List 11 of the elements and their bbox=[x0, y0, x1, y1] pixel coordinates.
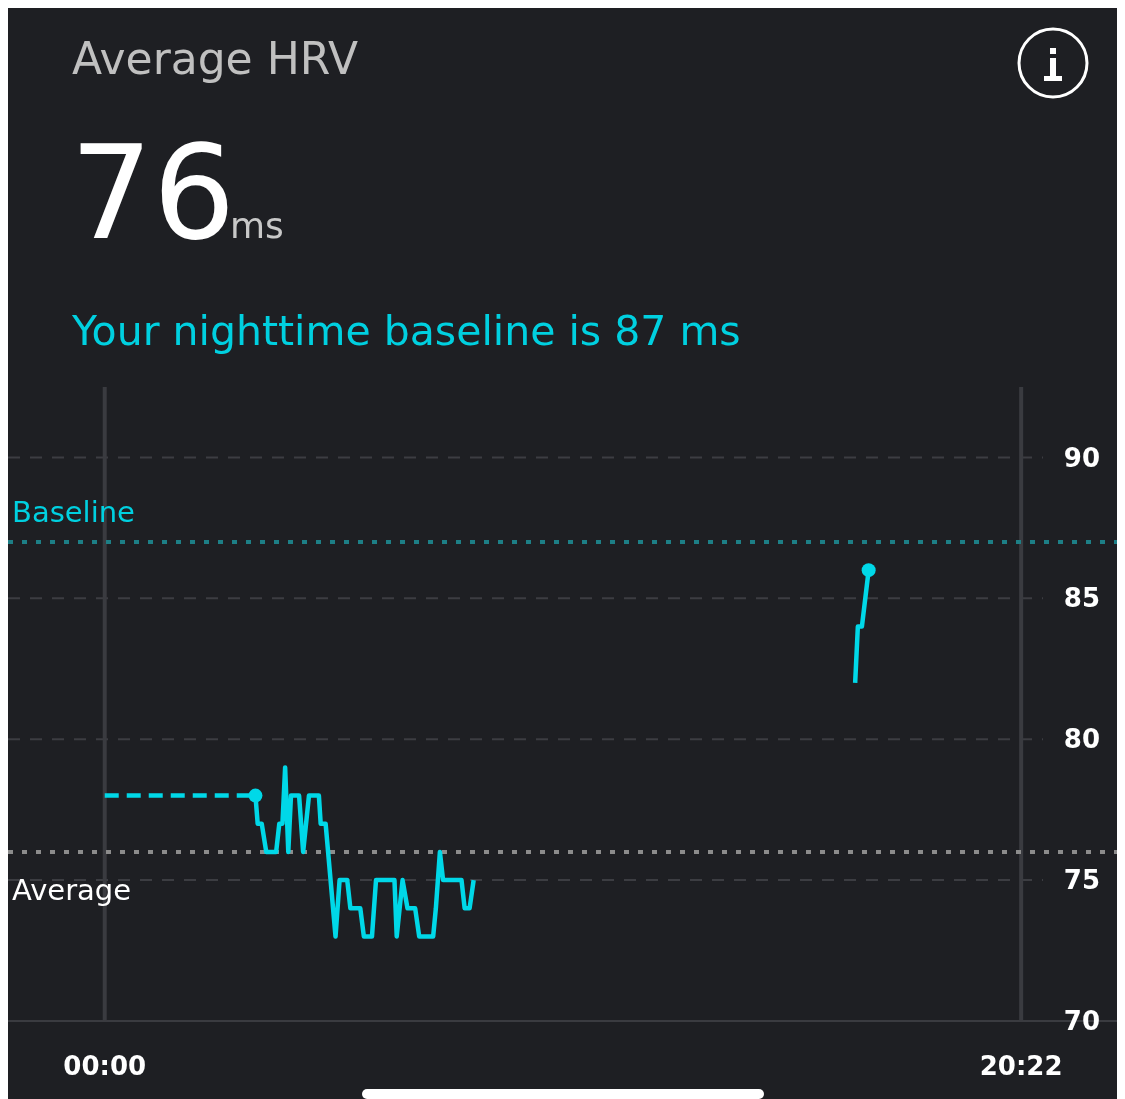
chart-title: Average HRV bbox=[72, 33, 359, 84]
x-tick-label: 00:00 bbox=[63, 1051, 147, 1081]
x-tick-label: 20:22 bbox=[979, 1051, 1063, 1081]
y-tick-label: 90 bbox=[1063, 442, 1100, 473]
ref-line-label: Average bbox=[12, 872, 132, 907]
chart-subtitle: Your nighttime baseline is 87 ms bbox=[71, 307, 741, 355]
y-tick-label: 85 bbox=[1063, 583, 1100, 614]
y-tick-label: 70 bbox=[1063, 1006, 1100, 1037]
y-tick-label: 80 bbox=[1063, 724, 1100, 755]
y-tick-label: 75 bbox=[1063, 865, 1100, 896]
ref-line-label: Baseline bbox=[12, 494, 135, 529]
